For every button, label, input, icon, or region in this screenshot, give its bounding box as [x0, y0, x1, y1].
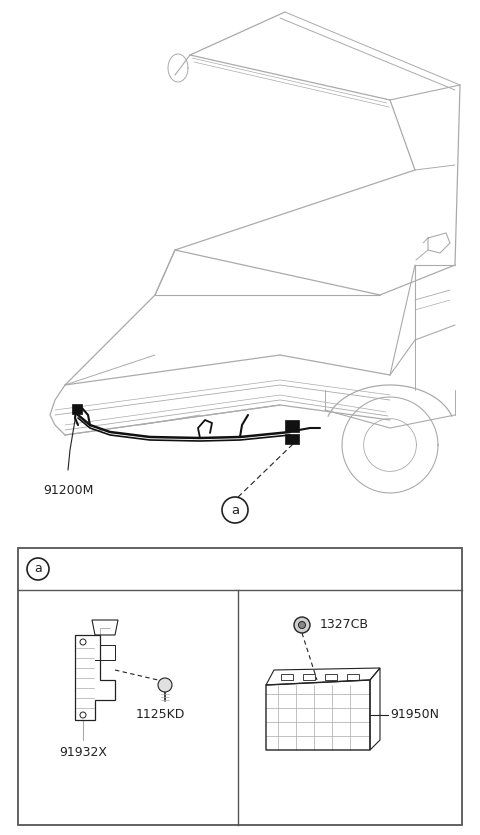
Circle shape — [222, 497, 248, 523]
Bar — [281, 674, 293, 680]
Bar — [72, 404, 82, 414]
Text: 1327CB: 1327CB — [320, 619, 369, 631]
Text: 91950N: 91950N — [390, 709, 439, 721]
Bar — [325, 674, 337, 680]
Text: a: a — [231, 504, 239, 517]
Circle shape — [27, 558, 49, 580]
Text: 91932X: 91932X — [59, 746, 107, 760]
Circle shape — [294, 617, 310, 633]
Text: 1125KD: 1125KD — [135, 709, 185, 721]
Circle shape — [299, 621, 305, 629]
Text: a: a — [34, 563, 42, 575]
Bar — [303, 674, 315, 680]
Circle shape — [158, 678, 172, 692]
Bar — [347, 674, 359, 680]
Text: 91200M: 91200M — [43, 483, 94, 497]
Bar — [285, 434, 299, 444]
Bar — [18, 548, 462, 825]
Bar — [285, 420, 299, 432]
